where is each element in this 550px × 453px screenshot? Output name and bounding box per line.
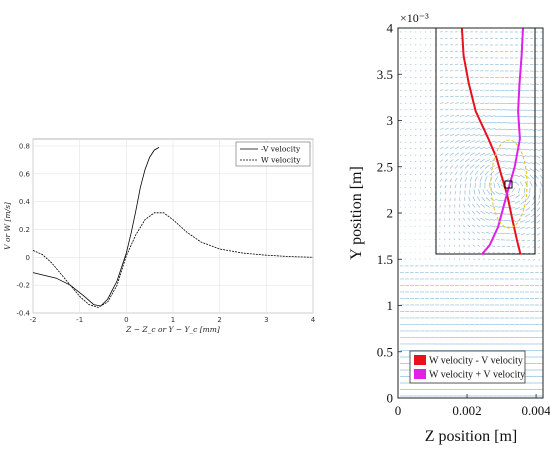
left-legend-box [235, 141, 311, 167]
left-series-line-v-velocity [32, 147, 160, 307]
left-y-tick-label: 0.6 [19, 170, 31, 178]
left-y-tick-label: -0.4 [16, 310, 30, 318]
left-series-line-w-velocity [32, 212, 314, 308]
left-x-tick-label: 2 [217, 316, 221, 324]
left-y-tick-label: 0 [26, 254, 30, 262]
left-legend-w-label: W velocity [261, 156, 301, 165]
left-x-tick-label: -1 [76, 316, 83, 324]
left-y-tick-label: 0.2 [19, 226, 30, 234]
left-legend-v-label: -V velocity [261, 145, 301, 154]
left-ticks: -2 -1 0 1 2 3 4 -0.4 -0.2 0 0.2 0.4 0.6 0.8 [16, 142, 315, 324]
left-y-axis-label: V or W [m/s] [3, 202, 12, 250]
left-grid [32, 139, 314, 314]
left-y-tick-label: 0.4 [19, 198, 31, 206]
left-y-tick-label: 0.8 [19, 142, 30, 150]
left-x-tick-label: 1 [171, 316, 175, 324]
left-y-tick-label: -0.2 [16, 282, 30, 290]
left-x-tick-label: -2 [30, 316, 37, 324]
left-x-axis-label: Z − Z_c or Y − Y_c [mm] [125, 325, 220, 334]
left-legend: -V velocity W velocity [235, 141, 311, 167]
left-x-tick-label: 4 [311, 316, 316, 324]
left-x-tick-label: 3 [264, 316, 268, 324]
left-x-tick-label: 0 [124, 316, 128, 324]
left-series [32, 147, 314, 308]
